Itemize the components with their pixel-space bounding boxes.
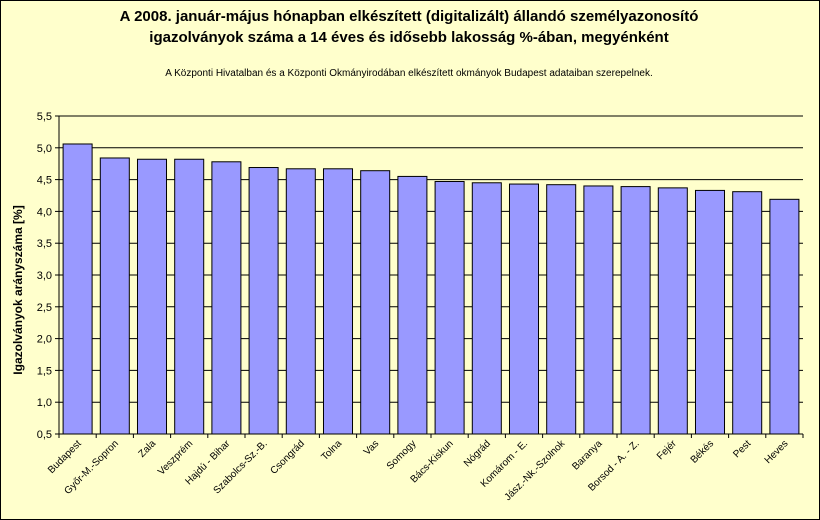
x-tick-label: Tolna (319, 438, 344, 463)
bar (694, 189, 726, 435)
x-tick-label: Csongrád (268, 438, 306, 476)
y-tick-label: 2,5 (37, 302, 52, 314)
chart-title: A 2008. január-május hónapban elkészítet… (0, 6, 818, 48)
x-tick-label: Vas (362, 438, 381, 457)
x-tick-label: Budapest (46, 438, 84, 476)
x-tick-label: Baranya (570, 438, 604, 472)
x-tick-label: Fejér (655, 438, 679, 462)
bar (583, 185, 614, 435)
y-tick-label: 5,0 (37, 143, 52, 155)
bar (434, 181, 465, 435)
bar (136, 158, 168, 435)
x-tick-label: Pest (731, 438, 753, 460)
chart-subtitle: A Központi Hivatalban és a Központi Okmá… (165, 68, 653, 79)
y-tick-label: 1,0 (37, 397, 52, 409)
bar (471, 182, 502, 435)
bar (99, 157, 130, 435)
bar (360, 170, 391, 435)
bar (174, 158, 205, 435)
bar (769, 198, 800, 435)
bar (62, 143, 93, 435)
x-tick-label: Heves (763, 438, 791, 466)
y-tick-label: 2,0 (37, 334, 52, 346)
bar (322, 168, 354, 435)
x-tick-label: Békés (689, 438, 716, 465)
bar (732, 191, 763, 435)
bar (248, 167, 279, 435)
x-tick-label: Zala (137, 438, 159, 460)
bar (508, 183, 540, 435)
x-tick-label: Veszprém (156, 438, 195, 477)
bar (546, 184, 577, 435)
bar (397, 175, 428, 435)
chart-title-line-1: A 2008. január-május hónapban elkészítet… (119, 8, 699, 25)
bar (285, 168, 316, 435)
y-tick-label: 0,5 (37, 429, 52, 441)
y-tick-label: 3,5 (37, 238, 52, 250)
x-tick-label: Somogy (385, 438, 419, 472)
y-tick-label: 1,5 (37, 365, 52, 377)
y-tick-label: 4,5 (37, 175, 52, 187)
bar (657, 187, 688, 435)
y-tick-label: 5,5 (37, 111, 52, 123)
chart-title-line-2: igazolványok száma a 14 éves és idősebb … (149, 29, 669, 46)
bar (620, 186, 651, 435)
y-tick-label: 3,0 (37, 270, 52, 282)
x-tick-label: Nógrád (462, 438, 493, 469)
y-tick-label: 4,0 (37, 206, 52, 218)
bar (211, 161, 242, 435)
